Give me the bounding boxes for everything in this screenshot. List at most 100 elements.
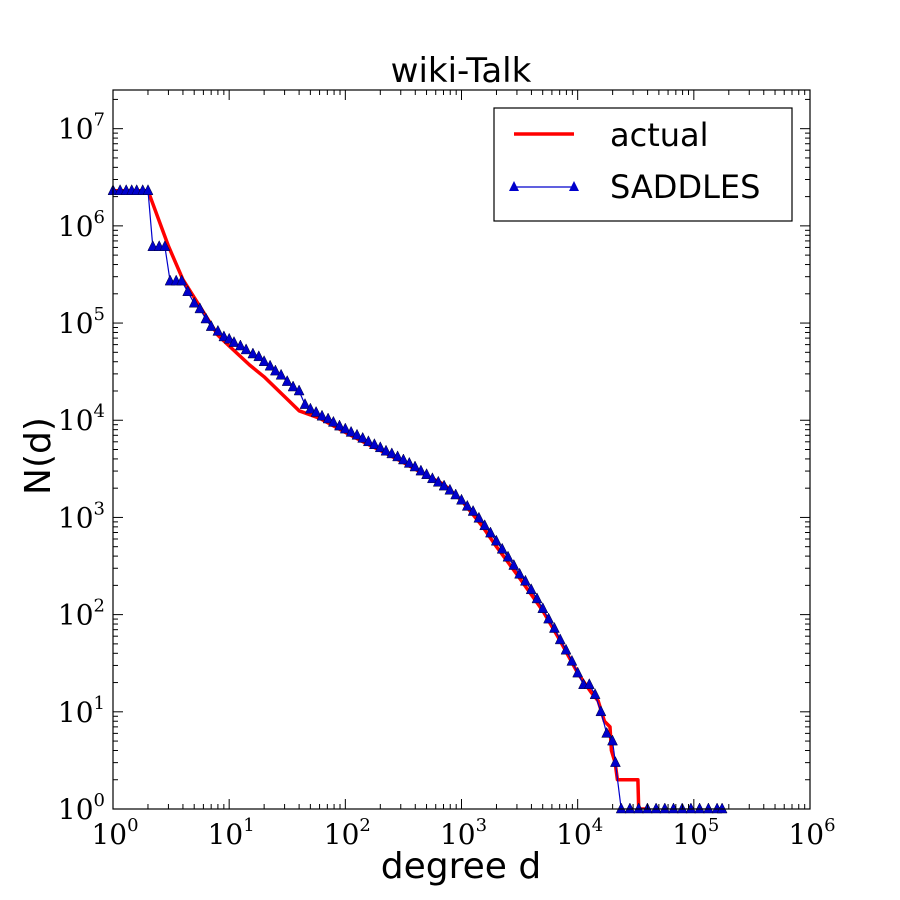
data-point-saddles: [589, 688, 601, 699]
data-point-saddles: [694, 802, 706, 814]
data-point-saddles: [444, 483, 456, 495]
data-point-saddles: [386, 447, 398, 459]
data-point-saddles: [531, 592, 543, 604]
series-layer: [107, 184, 728, 814]
data-point-saddles: [351, 428, 363, 440]
data-point-saddles: [327, 415, 339, 427]
series-line-saddles: [113, 190, 723, 809]
legend: actual SADDLES: [493, 107, 793, 222]
x-tick-label: 104: [556, 815, 603, 851]
data-point-saddles: [450, 488, 462, 500]
series-line-actual: [113, 188, 648, 809]
data-point-saddles: [403, 456, 415, 468]
data-point-saddles: [322, 412, 334, 424]
chart-title: wiki-Talk: [391, 51, 532, 91]
data-point-saddles: [702, 802, 714, 814]
data-point-saddles: [182, 285, 194, 296]
data-point-saddles: [212, 324, 224, 336]
data-point-saddles: [624, 802, 636, 814]
data-point-saddles: [253, 350, 265, 362]
data-point-saddles: [560, 643, 572, 655]
data-point-saddles: [240, 343, 252, 355]
data-point-saddles: [234, 339, 246, 351]
data-point-saddles: [368, 438, 380, 449]
ticks-layer: 100 101 102 103 104 105 106 100 101 102 103 104 105 1…: [58, 90, 836, 851]
data-point-saddles: [380, 444, 392, 456]
data-point-saddles: [159, 240, 171, 251]
data-point-saddles: [479, 519, 491, 531]
data-point-saddles: [543, 612, 555, 624]
data-point-saddles: [461, 499, 473, 511]
data-point-saddles: [467, 504, 479, 516]
data-point-saddles: [176, 274, 188, 286]
data-point-saddles: [299, 398, 311, 409]
data-point-saddles: [142, 184, 154, 195]
data-point-saddles: [615, 802, 627, 814]
data-point-saddles: [633, 802, 645, 814]
data-point-saddles: [583, 678, 595, 689]
y-tick-label: 102: [58, 596, 105, 632]
data-point-saddles: [374, 441, 386, 453]
data-point-saddles: [287, 380, 299, 392]
legend-saddles-label: SADDLES: [610, 168, 760, 206]
y-axis-label: N(d): [18, 417, 59, 495]
legend-saddles-marker: [509, 181, 519, 191]
y-tick-label: 104: [58, 401, 105, 437]
data-point-saddles: [345, 425, 357, 437]
data-point-saddles: [293, 384, 305, 396]
data-point-saddles: [264, 359, 276, 371]
data-point-saddles: [685, 802, 697, 814]
data-point-saddles: [668, 802, 679, 814]
data-point-saddles: [609, 756, 621, 767]
data-point-saddles: [456, 493, 467, 505]
x-tick-label: 105: [672, 815, 719, 851]
data-point-saddles: [205, 320, 217, 331]
y-tick-label: 107: [58, 110, 105, 146]
data-point-saddles: [316, 409, 328, 421]
data-point-saddles: [415, 464, 427, 476]
data-point-saddles: [496, 542, 508, 554]
data-point-saddles: [339, 422, 351, 434]
data-point-saddles: [281, 375, 293, 386]
legend-box: [493, 107, 793, 222]
data-point-saddles: [595, 705, 607, 717]
data-point-saddles: [525, 583, 537, 595]
x-tick-label: 100: [91, 815, 138, 851]
data-point-saddles: [485, 526, 496, 538]
data-point-saddles: [490, 534, 502, 546]
data-point-saddles: [304, 402, 316, 414]
data-point-saddles: [188, 296, 200, 308]
data-point-saddles: [514, 567, 526, 579]
data-point-saddles: [357, 431, 369, 443]
legend-saddles-marker: [569, 181, 579, 191]
data-point-saddles: [572, 666, 584, 678]
data-point-saddles: [409, 460, 421, 472]
data-point-saddles: [438, 479, 450, 491]
data-point-saddles: [269, 364, 281, 376]
x-tick-label: 103: [440, 815, 487, 851]
data-point-saddles: [200, 312, 212, 324]
data-point-saddles: [502, 550, 514, 562]
data-point-saddles: [194, 302, 206, 314]
data-point-saddles: [258, 355, 270, 366]
data-point-saddles: [607, 734, 618, 746]
data-point-saddles: [426, 472, 438, 484]
legend-actual-label: actual: [610, 116, 709, 154]
y-tick-label: 106: [58, 207, 105, 243]
y-tick-label: 103: [58, 498, 105, 534]
data-point-saddles: [508, 558, 520, 570]
x-tick-label: 101: [208, 815, 255, 851]
y-tick-label: 100: [58, 790, 105, 826]
data-point-saddles: [421, 468, 433, 479]
data-point-saddles: [247, 347, 259, 359]
x-axis-label: degree d: [381, 846, 541, 887]
data-point-saddles: [392, 450, 404, 462]
data-point-saddles: [659, 802, 671, 814]
data-point-saddles: [537, 602, 549, 613]
data-point-saddles: [334, 419, 345, 431]
data-point-saddles: [432, 475, 444, 487]
plot-frame: [112, 89, 811, 810]
data-point-saddles: [310, 405, 322, 417]
data-point-saddles: [601, 726, 613, 738]
